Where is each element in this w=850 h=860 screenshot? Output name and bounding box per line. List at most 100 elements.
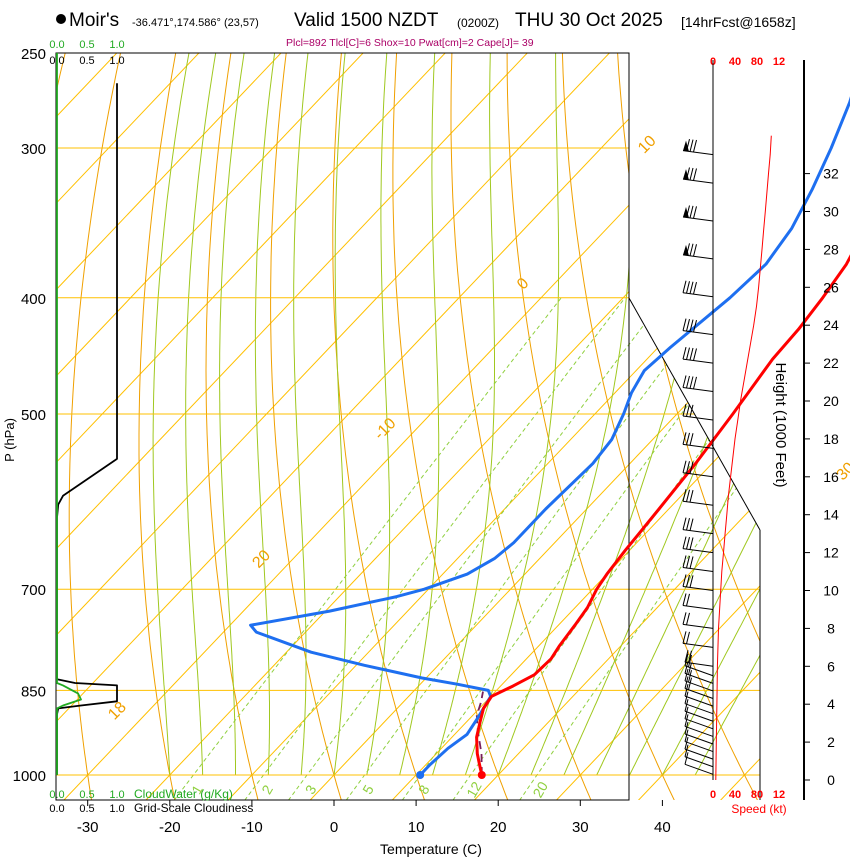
wind-barb <box>684 680 714 692</box>
sounding-indices: Plcl=892 Tlcl[C]=6 Shox=10 Pwat[cm]=2 Ca… <box>286 37 534 49</box>
forecast-date: THU 30 Oct 2025 <box>515 10 663 31</box>
wind-barb <box>684 756 714 768</box>
wind-barb-feather <box>686 612 690 625</box>
moist-adiabat-line <box>185 53 217 775</box>
moist-adiabat-line <box>152 53 190 776</box>
wind-barb <box>684 725 714 737</box>
dry-adiabat-line <box>450 53 592 800</box>
cloudwater-tick-label: 0.5 <box>79 789 94 801</box>
mixing-ratio-line <box>287 343 629 800</box>
wind-barb-feather <box>682 593 687 606</box>
wind-barb <box>682 567 714 573</box>
isotherm-line <box>629 298 760 800</box>
moist-adiabat-line <box>366 53 391 776</box>
height-tick-label: 4 <box>827 696 835 712</box>
wind-barb <box>684 672 714 684</box>
cloudiness-tick-label: 1.0 <box>109 803 124 815</box>
wind-barb-feather <box>693 282 697 295</box>
plot-border <box>55 52 630 801</box>
wind-barb-feather <box>689 281 694 294</box>
wind-barb-feather <box>686 319 690 332</box>
wind-barb-feather <box>689 376 694 389</box>
wind-barb-feather <box>686 205 690 218</box>
wind-barb-feather <box>682 555 687 568</box>
wind-barb-feather <box>693 206 697 219</box>
wind-barb-feather <box>682 517 687 530</box>
cloudiness-tick-label: 1.0 <box>109 55 124 67</box>
wind-barb-feather <box>684 752 689 765</box>
wind-barb-feather <box>682 631 687 644</box>
wind-barb-feather <box>682 432 687 445</box>
wind-barb <box>682 548 714 554</box>
wind-barb-feather <box>689 518 694 531</box>
height-tick-label: 28 <box>823 241 839 257</box>
location-name: Moir's <box>69 10 120 31</box>
mixing-ratio-line <box>401 484 629 800</box>
valid-time: Valid 1500 NZDT <box>294 10 439 31</box>
dry-adiabat-line <box>0 0 96 800</box>
wind-barb-feather <box>684 668 689 682</box>
moist-adiabat-line <box>432 53 495 776</box>
height-axis-label: Height (1000 Feet) <box>772 362 789 487</box>
wind-barb-feather <box>686 461 690 474</box>
moist-adiabat-line <box>563 626 629 776</box>
wind-barb-feather <box>684 699 689 712</box>
isotherm-line <box>56 53 282 291</box>
speed-tick-label: 80 <box>751 789 763 801</box>
isotherm-line <box>555 723 629 800</box>
wind-barb-feather <box>682 489 687 502</box>
mixing-ratio-label: 5 <box>359 782 377 797</box>
mixing-ratio-line <box>629 298 760 800</box>
skewt-grid <box>56 53 629 800</box>
wind-barb <box>682 529 714 535</box>
wind-barb-feather <box>682 574 687 587</box>
dry-adiabat-line <box>332 53 425 800</box>
wind-barb-feather <box>689 461 694 474</box>
dry-adiabat-label: -10 <box>371 415 399 443</box>
mixing-ratio-line <box>173 297 562 800</box>
isotherm-line <box>56 53 364 377</box>
temperature-tick-label: -30 <box>77 819 99 836</box>
cloudiness-tick-label: 0.5 <box>79 803 94 815</box>
temperature-tick-label: 30 <box>572 819 589 836</box>
pressure-tick-label: 850 <box>21 683 46 700</box>
wind-barb-feather <box>684 706 689 719</box>
wind-barb-feather <box>689 537 694 550</box>
wind-barb-feather <box>684 691 689 704</box>
dry-adiabat-line <box>69 0 148 800</box>
forecast-run: [14hrFcst@1658z] <box>681 14 796 30</box>
wind-barb-feather <box>686 243 690 256</box>
wind-barb-feather <box>682 346 687 360</box>
dry-adiabat-line <box>629 298 675 800</box>
surface-dewpoint-marker <box>416 771 425 779</box>
wind-barb-feather <box>689 243 694 256</box>
dry-adiabat-line <box>205 53 259 800</box>
wind-barb <box>682 358 714 364</box>
isotherm-line <box>63 204 629 800</box>
wind-barb <box>684 733 714 745</box>
wind-barb <box>684 741 714 753</box>
wind-barb <box>684 710 714 722</box>
temperature-line <box>475 254 850 776</box>
pressure-tick-label: 500 <box>21 407 46 424</box>
speed-tick-label: 40 <box>729 789 741 801</box>
location-coords: -36.471°,174.586° (23,57) <box>132 17 259 29</box>
wind-barb-feather <box>693 348 697 361</box>
temperature-tick-label: 0 <box>330 819 338 836</box>
wind-barb-feather <box>686 489 690 502</box>
wind-barb <box>682 330 714 336</box>
wind-barb-feather <box>688 662 692 675</box>
moist-adiabat-line <box>694 298 760 776</box>
wind-barb-feather <box>684 714 689 727</box>
pressure-tick-label: 400 <box>21 291 46 308</box>
temperature-tick-label: 20 <box>490 819 507 836</box>
height-tick-label: 2 <box>827 734 835 750</box>
isotherm-line <box>629 298 760 800</box>
wind-barb-feather <box>689 433 694 446</box>
height-tick-label: 22 <box>823 355 839 371</box>
isotherm-line <box>227 377 629 800</box>
wind-barb-feather <box>686 404 690 417</box>
mixing-ratio-label: 2 <box>258 782 276 797</box>
cloudiness-tick-label: 0.0 <box>49 803 64 815</box>
cloudiness-label: Grid-Scale Cloudiness <box>134 801 253 815</box>
